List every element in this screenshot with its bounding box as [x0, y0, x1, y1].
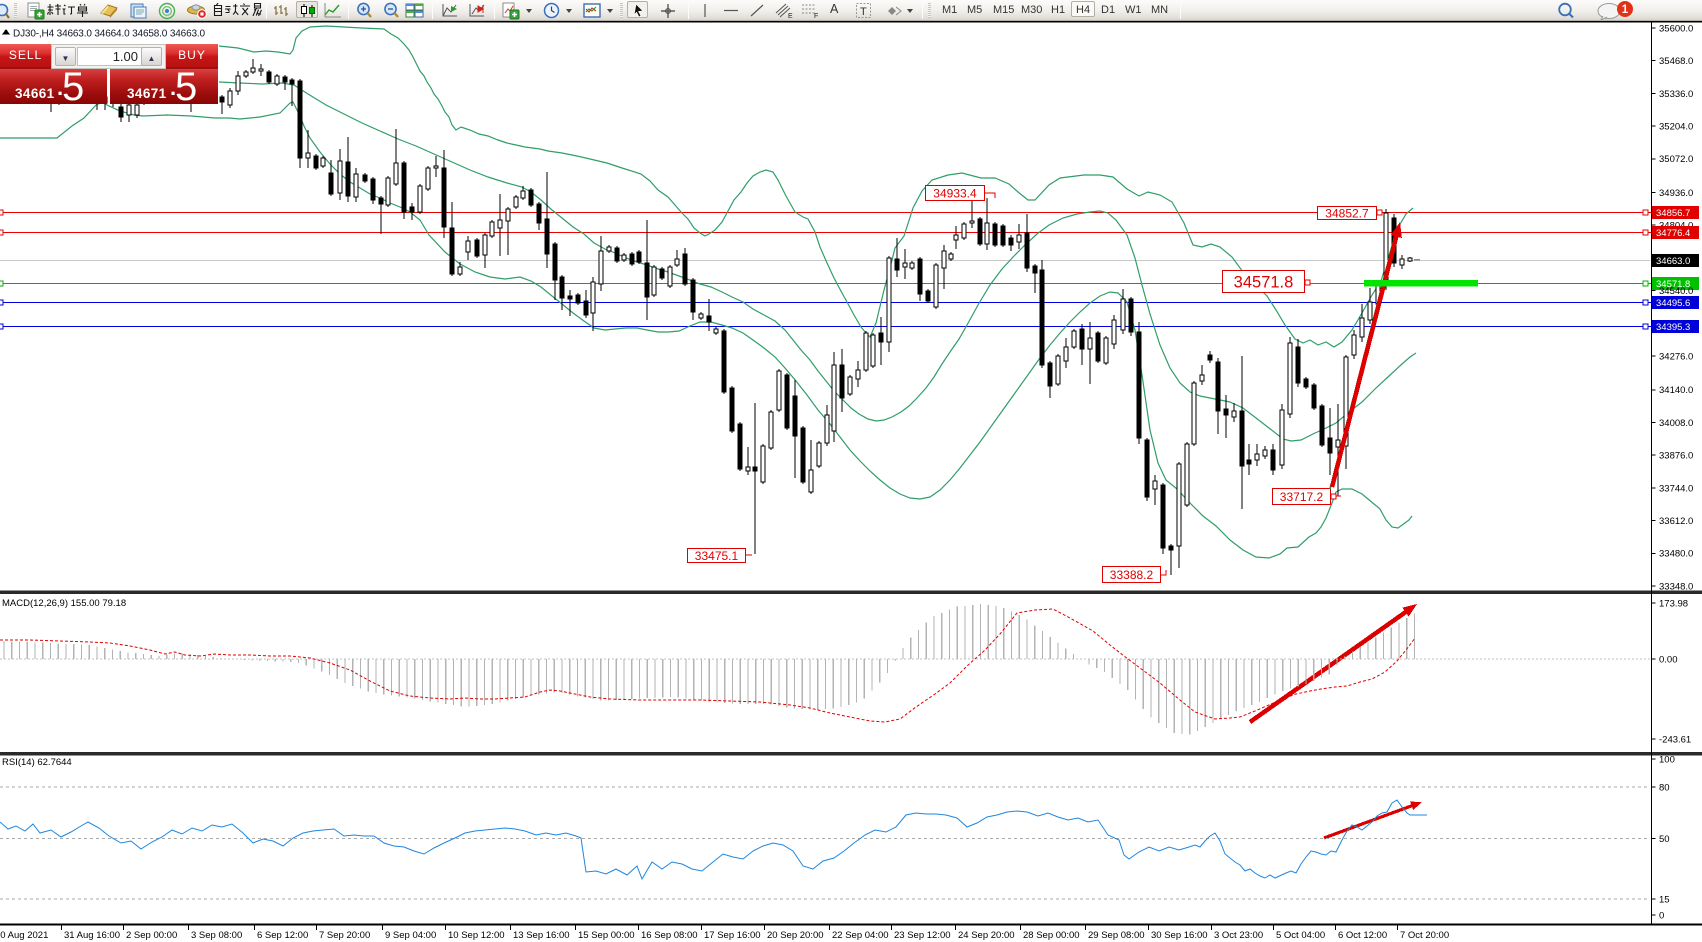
svg-text:6 Oct 12:00: 6 Oct 12:00 — [1338, 930, 1387, 941]
svg-text:23 Sep 12:00: 23 Sep 12:00 — [894, 930, 951, 941]
svg-text:35468.0: 35468.0 — [1659, 56, 1693, 67]
svg-text:34852.7: 34852.7 — [1325, 206, 1369, 220]
svg-text:33876.0: 33876.0 — [1659, 451, 1693, 462]
svg-text:34540.0: 34540.0 — [1659, 286, 1693, 297]
svg-text:34008.0: 34008.0 — [1659, 418, 1693, 429]
svg-text:15 Sep 00:00: 15 Sep 00:00 — [578, 930, 635, 941]
svg-text:31 Aug 16:00: 31 Aug 16:00 — [64, 930, 120, 941]
svg-text:15: 15 — [1659, 894, 1670, 905]
svg-text:E: E — [788, 13, 793, 20]
svg-text:34140.0: 34140.0 — [1659, 385, 1693, 396]
svg-text:34933.4: 34933.4 — [933, 186, 977, 200]
svg-text:28 Sep 00:00: 28 Sep 00:00 — [1023, 930, 1080, 941]
svg-text:35072.0: 35072.0 — [1659, 154, 1693, 165]
svg-text:0.00: 0.00 — [1659, 654, 1678, 665]
svg-text:0: 0 — [1659, 910, 1664, 921]
svg-text:33388.2: 33388.2 — [1110, 568, 1154, 582]
svg-text:33348.0: 33348.0 — [1659, 581, 1693, 592]
svg-text:35600.0: 35600.0 — [1659, 23, 1693, 34]
svg-text:34495.6: 34495.6 — [1656, 298, 1690, 309]
svg-text:2 Sep 00:00: 2 Sep 00:00 — [126, 930, 177, 941]
svg-text:35336.0: 35336.0 — [1659, 89, 1693, 100]
svg-text:34776.4: 34776.4 — [1656, 228, 1690, 239]
svg-text:100: 100 — [1659, 754, 1675, 765]
svg-text:34663.0: 34663.0 — [1656, 256, 1690, 267]
svg-text:3 Sep 08:00: 3 Sep 08:00 — [191, 930, 242, 941]
svg-text:DJ30-,H4 34663.0 34664.0 3465: DJ30-,H4 34663.0 34664.0 34658.0 34663.0 — [13, 29, 206, 40]
svg-text:33475.1: 33475.1 — [695, 549, 739, 563]
svg-text:34856.7: 34856.7 — [1656, 208, 1690, 219]
svg-text:30 Aug 2021: 30 Aug 2021 — [0, 930, 48, 941]
svg-text:34395.3: 34395.3 — [1656, 322, 1690, 333]
svg-text:5 Oct 04:00: 5 Oct 04:00 — [1276, 930, 1325, 941]
svg-text:50: 50 — [1659, 834, 1670, 845]
svg-text:173.98: 173.98 — [1659, 598, 1688, 609]
svg-text:13 Sep 16:00: 13 Sep 16:00 — [513, 930, 570, 941]
svg-text:30 Sep 16:00: 30 Sep 16:00 — [1151, 930, 1208, 941]
svg-text:80: 80 — [1659, 782, 1670, 793]
svg-text:7 Sep 20:00: 7 Sep 20:00 — [319, 930, 370, 941]
svg-text:34571.8: 34571.8 — [1656, 279, 1690, 290]
svg-text:34571.8: 34571.8 — [1234, 273, 1294, 291]
svg-text:29 Sep 08:00: 29 Sep 08:00 — [1088, 930, 1145, 941]
svg-text:34936.0: 34936.0 — [1659, 188, 1693, 199]
svg-text:-243.61: -243.61 — [1659, 734, 1691, 745]
svg-text:F: F — [814, 13, 818, 20]
svg-text:16 Sep 08:00: 16 Sep 08:00 — [641, 930, 698, 941]
svg-text:7 Oct 20:00: 7 Oct 20:00 — [1400, 930, 1449, 941]
svg-text:17 Sep 16:00: 17 Sep 16:00 — [704, 930, 761, 941]
svg-text:6 Sep 12:00: 6 Sep 12:00 — [257, 930, 308, 941]
svg-text:24 Sep 20:00: 24 Sep 20:00 — [958, 930, 1015, 941]
svg-text:10 Sep 12:00: 10 Sep 12:00 — [448, 930, 505, 941]
svg-text:33480.0: 33480.0 — [1659, 549, 1693, 560]
svg-text:1: 1 — [1622, 4, 1629, 16]
svg-text:22 Sep 04:00: 22 Sep 04:00 — [832, 930, 889, 941]
svg-text:RSI(14) 62.7644: RSI(14) 62.7644 — [2, 757, 72, 768]
svg-text:33717.2: 33717.2 — [1280, 490, 1324, 504]
svg-text:34276.0: 34276.0 — [1659, 351, 1693, 362]
svg-text:MACD(12,26,9) 155.00 79.18: MACD(12,26,9) 155.00 79.18 — [2, 598, 126, 609]
svg-text:33744.0: 33744.0 — [1659, 483, 1693, 494]
svg-text:9 Sep 04:00: 9 Sep 04:00 — [385, 930, 436, 941]
svg-text:35204.0: 35204.0 — [1659, 122, 1693, 133]
svg-text:33612.0: 33612.0 — [1659, 516, 1693, 527]
svg-text:3 Oct 23:00: 3 Oct 23:00 — [1214, 930, 1263, 941]
svg-text:20 Sep 20:00: 20 Sep 20:00 — [767, 930, 824, 941]
svg-text:T: T — [860, 6, 867, 18]
